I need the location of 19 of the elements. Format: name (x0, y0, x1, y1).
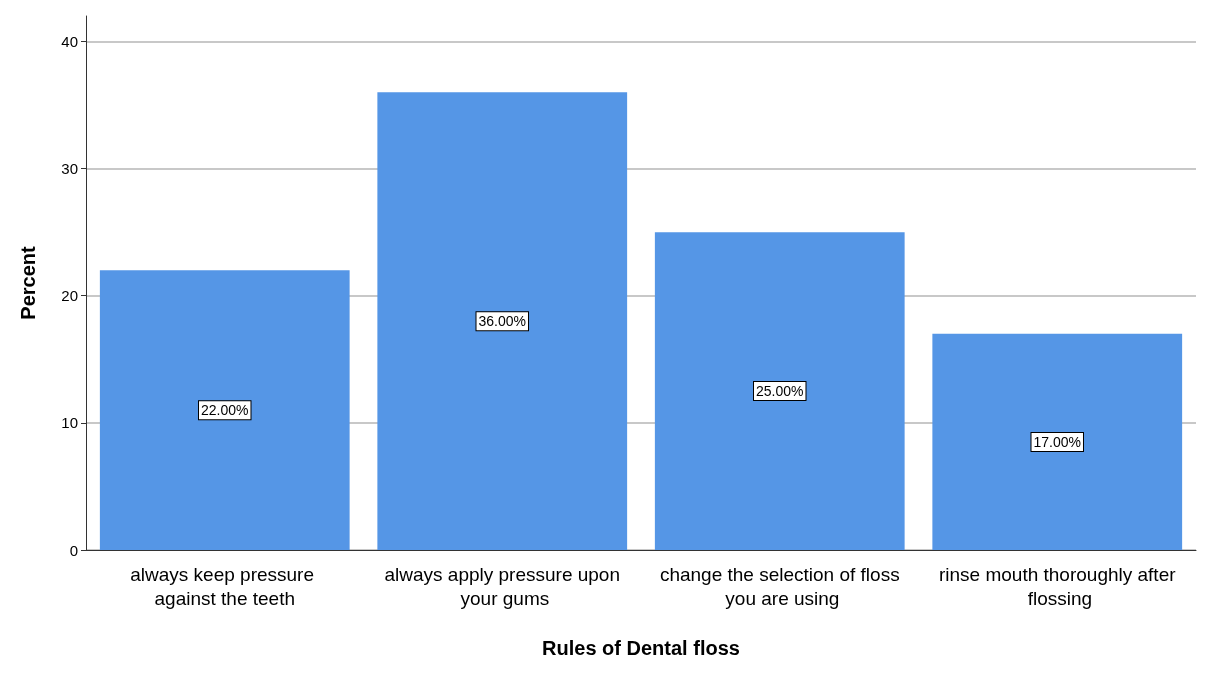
bar (932, 333, 1183, 550)
data-label: 36.00% (478, 313, 526, 330)
x-tick-label: rinse mouth thoroughly after flossing (938, 563, 1177, 609)
x-tick-label: always keep pressure against the teeth (130, 563, 320, 609)
y-tick-label: 0 (69, 541, 78, 559)
bar (99, 270, 350, 550)
y-tick-label: 30 (61, 160, 78, 178)
data-label: 22.00% (201, 402, 249, 419)
data-label: 25.00% (756, 383, 804, 400)
bar (377, 92, 628, 550)
y-axis-title: Percent (17, 245, 39, 320)
x-tick-label: always apply pressure upon your gums (384, 563, 621, 609)
data-label: 17.00% (1033, 433, 1081, 450)
y-tick-label: 10 (61, 414, 78, 432)
x-tick-label: change the selection of floss you are using (659, 563, 900, 609)
x-axis-title: Rules of Dental floss (542, 637, 740, 659)
bar (654, 232, 905, 550)
y-tick-label: 40 (61, 32, 78, 50)
y-tick-label: 20 (61, 287, 78, 305)
